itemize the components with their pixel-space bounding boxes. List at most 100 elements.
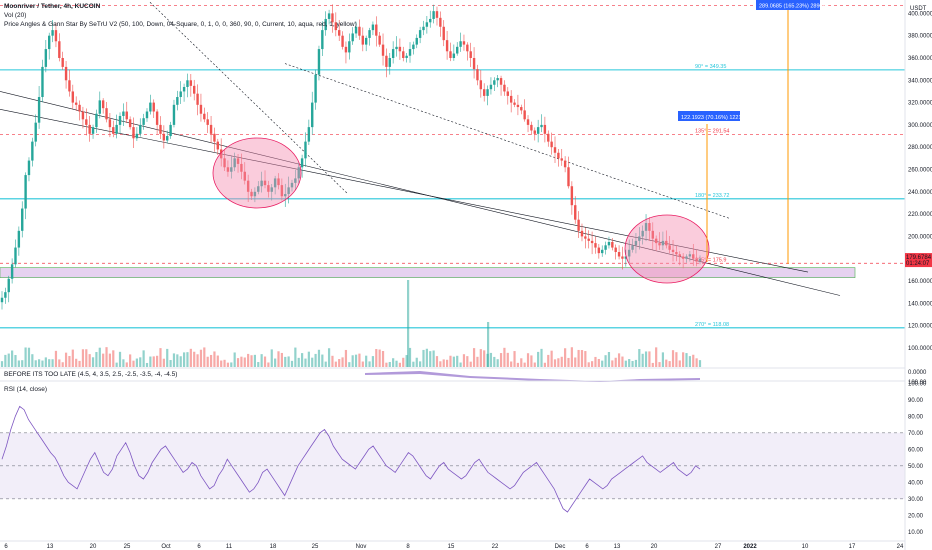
candle-body — [661, 240, 665, 246]
candle-body — [641, 230, 644, 237]
volume-bar — [456, 355, 459, 367]
candle-body — [122, 111, 125, 116]
volume-bar — [398, 362, 401, 367]
time-tick: 13 — [47, 544, 54, 550]
volume-bar — [327, 348, 331, 367]
candle-body — [118, 115, 122, 125]
candle-body — [166, 136, 169, 141]
volume-bar — [644, 351, 648, 367]
volume-bar — [425, 348, 428, 367]
osc-tick: 100.00 — [908, 380, 927, 386]
volume-bar — [142, 350, 145, 367]
candle-body — [543, 124, 547, 134]
volume-bar — [61, 362, 64, 367]
volume-bar — [132, 360, 135, 367]
volume-bar — [621, 356, 624, 367]
symbol-title: Moonriver / Tether, 4h, KUCOIN — [4, 3, 101, 10]
volume-bar — [479, 349, 482, 367]
candle-body — [479, 80, 483, 90]
candle-body — [34, 122, 37, 142]
volume-bar — [483, 350, 486, 367]
candle-body — [435, 11, 439, 18]
candle-body — [496, 78, 499, 81]
volume-bar — [348, 362, 351, 367]
price-tick: 200.000000 — [908, 234, 932, 240]
volume-bar — [284, 356, 287, 367]
volume-bar — [193, 351, 196, 367]
measure-text: 122.1923 (70.16%) 122192 — [681, 115, 748, 121]
candle-body — [149, 102, 152, 112]
candle-body — [469, 51, 472, 58]
volume-bar — [172, 353, 176, 367]
candle-body — [651, 230, 654, 239]
volume-bar — [503, 347, 506, 367]
candle-body — [371, 24, 375, 31]
price-tick: 400.000000 — [908, 11, 932, 17]
rsi-tick: 60.00 — [908, 447, 924, 453]
volume-bar — [24, 347, 27, 367]
candle-body — [81, 111, 85, 120]
price-tick: 280.000000 — [908, 145, 932, 151]
volume-bar — [590, 361, 594, 367]
volume-bar — [129, 354, 132, 367]
candle-body — [4, 292, 7, 298]
candle-body — [78, 104, 81, 112]
volume-bar — [574, 357, 577, 367]
candle-body — [297, 167, 300, 179]
volume-bar — [17, 360, 20, 367]
volume-bar — [655, 347, 658, 367]
candle-body — [311, 102, 314, 128]
volume-bar — [692, 354, 695, 367]
gann-level-label: 225° = 175.9 — [695, 257, 726, 263]
candle-body — [594, 243, 597, 248]
candle-body — [526, 119, 530, 125]
volume-bar — [469, 361, 472, 367]
volume-bar — [452, 356, 455, 367]
candle-body — [624, 256, 628, 259]
rsi-tick: 70.00 — [908, 431, 924, 437]
candle-body — [95, 113, 98, 128]
volume-bar — [314, 353, 317, 367]
candle-body — [37, 97, 41, 123]
volume-bar — [358, 353, 361, 367]
time-tick: Nov — [356, 544, 367, 550]
candle-body — [432, 11, 435, 19]
candle-body — [152, 102, 155, 112]
volume-bar — [169, 360, 172, 367]
time-tick: 20 — [651, 544, 658, 550]
volume-bar — [395, 360, 398, 367]
candle-body — [341, 35, 344, 47]
legend-osc: BEFORE ITS TOO LATE (4.5, 4, 3.5, 2.5, -… — [4, 371, 178, 378]
candle-body — [408, 49, 412, 56]
measure-text: 289.0685 (165.23%) 289068 — [759, 4, 829, 10]
time-tick: 20 — [90, 544, 97, 550]
candle-body — [267, 185, 270, 192]
osc-tick: 0.0000 — [908, 370, 927, 376]
volume-bar — [243, 357, 246, 367]
volume-bar — [206, 356, 209, 367]
volume-bar — [533, 362, 536, 367]
volume-bar — [236, 358, 240, 367]
volume-bar — [220, 360, 223, 367]
rsi-tick: 40.00 — [908, 480, 924, 486]
candle-body — [233, 158, 236, 168]
volume-bar — [547, 354, 550, 367]
candle-body — [182, 86, 186, 92]
candle-body — [533, 130, 536, 134]
volume-bar — [27, 347, 31, 367]
volume-bar — [432, 350, 435, 367]
time-tick: Dec — [555, 544, 566, 550]
legend-gann: Price Angles & Gann Star By SeTrU V2 (50… — [4, 21, 357, 28]
candle-body — [570, 186, 574, 206]
volume-bar — [435, 356, 439, 367]
volume-bar — [476, 356, 479, 367]
volume-bar — [351, 355, 354, 367]
candle-body — [405, 55, 408, 58]
candle-body — [692, 254, 695, 259]
volume-bar — [21, 360, 24, 367]
volume-bar — [665, 359, 668, 367]
volume-bar — [162, 358, 165, 367]
candle-body — [139, 124, 142, 134]
candle-body — [445, 40, 449, 52]
